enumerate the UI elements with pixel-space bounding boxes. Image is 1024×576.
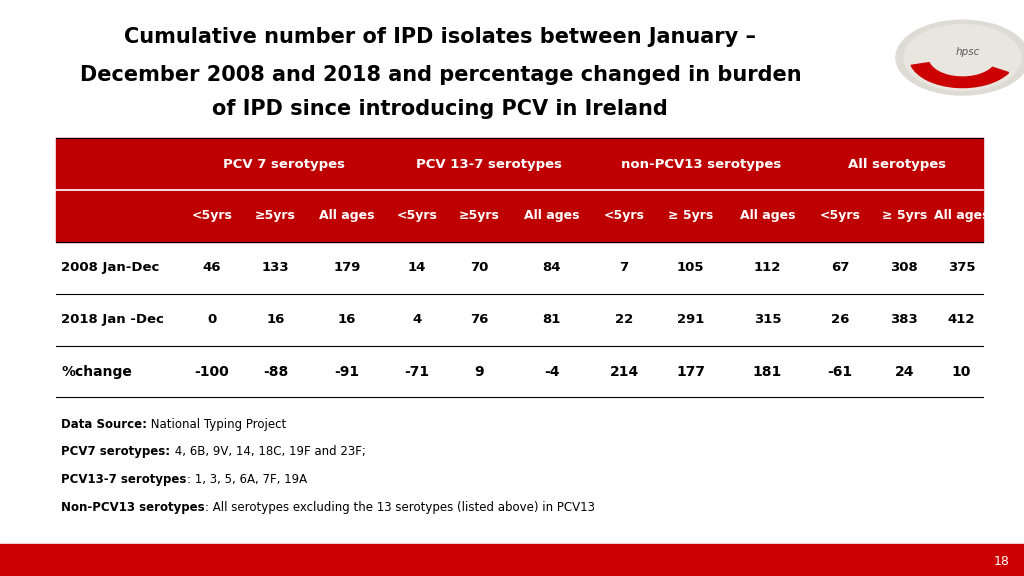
Text: : 1, 3, 5, 6A, 7F, 19A: : 1, 3, 5, 6A, 7F, 19A bbox=[186, 473, 307, 486]
Text: hpsc: hpsc bbox=[955, 47, 980, 57]
Text: All ages: All ages bbox=[319, 210, 375, 222]
Text: ≥5yrs: ≥5yrs bbox=[459, 210, 500, 222]
Bar bbox=[56, 294, 983, 346]
Text: PCV7 serotypes:: PCV7 serotypes: bbox=[61, 445, 171, 458]
Text: 105: 105 bbox=[677, 262, 705, 274]
Text: 18: 18 bbox=[993, 555, 1010, 569]
Bar bbox=[56, 242, 983, 294]
Text: 375: 375 bbox=[948, 262, 975, 274]
Text: 291: 291 bbox=[677, 313, 705, 326]
Text: 4, 6B, 9V, 14, 18C, 19F and 23F;: 4, 6B, 9V, 14, 18C, 19F and 23F; bbox=[171, 445, 366, 458]
Text: 76: 76 bbox=[470, 313, 488, 326]
Bar bbox=[56, 138, 983, 242]
Text: <5yrs: <5yrs bbox=[191, 210, 232, 222]
Text: 214: 214 bbox=[609, 365, 639, 378]
Text: 2008 Jan-Dec: 2008 Jan-Dec bbox=[61, 262, 160, 274]
Text: 84: 84 bbox=[543, 262, 561, 274]
Text: All ages: All ages bbox=[934, 210, 989, 222]
Text: All serotypes: All serotypes bbox=[849, 158, 946, 170]
Text: 412: 412 bbox=[948, 313, 975, 326]
Text: 7: 7 bbox=[620, 262, 629, 274]
Text: Non-PCV13 serotypes: Non-PCV13 serotypes bbox=[61, 501, 205, 514]
Text: -71: -71 bbox=[404, 365, 429, 378]
Text: 4: 4 bbox=[412, 313, 422, 326]
Text: 26: 26 bbox=[831, 313, 849, 326]
Text: -100: -100 bbox=[195, 365, 229, 378]
Text: All ages: All ages bbox=[524, 210, 580, 222]
Text: 70: 70 bbox=[470, 262, 488, 274]
Text: <5yrs: <5yrs bbox=[396, 210, 437, 222]
Text: National Typing Project: National Typing Project bbox=[147, 418, 287, 431]
Text: 181: 181 bbox=[753, 365, 782, 378]
Text: 24: 24 bbox=[894, 365, 914, 378]
Circle shape bbox=[896, 20, 1024, 95]
Text: 9: 9 bbox=[474, 365, 484, 378]
Text: 16: 16 bbox=[266, 313, 285, 326]
Text: 383: 383 bbox=[890, 313, 919, 326]
Text: <5yrs: <5yrs bbox=[820, 210, 860, 222]
Bar bbox=[56, 346, 983, 397]
Text: 81: 81 bbox=[543, 313, 561, 326]
Text: %change: %change bbox=[61, 365, 132, 378]
Text: ≥ 5yrs: ≥ 5yrs bbox=[668, 210, 714, 222]
Text: Data Source:: Data Source: bbox=[61, 418, 147, 431]
Text: -4: -4 bbox=[544, 365, 560, 378]
Text: 0: 0 bbox=[207, 313, 217, 326]
Text: 14: 14 bbox=[408, 262, 426, 274]
Text: 2018 Jan -Dec: 2018 Jan -Dec bbox=[61, 313, 164, 326]
Text: ≥ 5yrs: ≥ 5yrs bbox=[882, 210, 927, 222]
Wedge shape bbox=[911, 63, 1009, 88]
Text: December 2008 and 2018 and percentage changed in burden: December 2008 and 2018 and percentage ch… bbox=[80, 65, 801, 85]
Text: 16: 16 bbox=[338, 313, 356, 326]
Text: 22: 22 bbox=[615, 313, 633, 326]
Text: of IPD since introducing PCV in Ireland: of IPD since introducing PCV in Ireland bbox=[212, 100, 669, 119]
Text: 177: 177 bbox=[676, 365, 706, 378]
Text: 179: 179 bbox=[334, 262, 360, 274]
Text: : All serotypes excluding the 13 serotypes (listed above) in PCV13: : All serotypes excluding the 13 serotyp… bbox=[205, 501, 595, 514]
Circle shape bbox=[904, 25, 1021, 90]
Text: Cumulative number of IPD isolates between January –: Cumulative number of IPD isolates betwee… bbox=[124, 28, 757, 47]
Text: 10: 10 bbox=[952, 365, 971, 378]
Text: 67: 67 bbox=[831, 262, 849, 274]
Text: PCV13-7 serotypes: PCV13-7 serotypes bbox=[61, 473, 186, 486]
Text: PCV 7 serotypes: PCV 7 serotypes bbox=[222, 158, 345, 170]
Text: All ages: All ages bbox=[739, 210, 796, 222]
Text: PCV 13-7 serotypes: PCV 13-7 serotypes bbox=[417, 158, 562, 170]
Text: 308: 308 bbox=[890, 262, 919, 274]
Text: 315: 315 bbox=[754, 313, 781, 326]
Text: 133: 133 bbox=[262, 262, 289, 274]
Bar bbox=[0, 544, 1024, 576]
Text: non-PCV13 serotypes: non-PCV13 serotypes bbox=[621, 158, 781, 170]
Text: -91: -91 bbox=[335, 365, 359, 378]
Text: 112: 112 bbox=[754, 262, 781, 274]
Text: <5yrs: <5yrs bbox=[604, 210, 644, 222]
Text: ≥5yrs: ≥5yrs bbox=[255, 210, 296, 222]
Text: 46: 46 bbox=[203, 262, 221, 274]
Text: -61: -61 bbox=[827, 365, 853, 378]
Text: -88: -88 bbox=[263, 365, 288, 378]
